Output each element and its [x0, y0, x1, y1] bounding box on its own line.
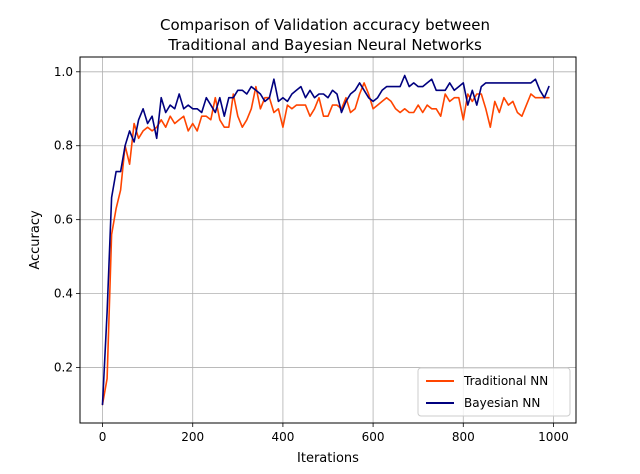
- series-line-bayesian-nn: [101, 74, 550, 406]
- y-tick-label: 0.6: [54, 213, 73, 227]
- x-tick-label: 400: [271, 430, 294, 444]
- plot-area-frame: [79, 56, 577, 424]
- axis-ticks: 0 200 400 600 800 1000 0.2 0.4 0.6 0.8 1.0: [54, 65, 569, 444]
- legend-label-traditional-nn: Traditional NN: [463, 374, 548, 388]
- grid-lines: [80, 57, 576, 423]
- y-axis-label: Accuracy: [28, 210, 43, 270]
- legend-frame: [417, 367, 571, 417]
- series-lines: [101, 74, 550, 406]
- chart-title-line-1: Comparison of Validation accuracy betwee…: [160, 16, 490, 34]
- x-tick-label: 800: [452, 430, 475, 444]
- x-axis-label: Iterations: [297, 451, 359, 466]
- y-tick-label: 0.4: [54, 287, 73, 301]
- legend: Traditional NN Bayesian NN: [417, 367, 571, 417]
- y-tick-label: 0.2: [54, 361, 73, 375]
- x-tick-label: 0: [99, 430, 107, 444]
- x-tick-label: 1000: [538, 430, 569, 444]
- chart-title-line-2: Traditional and Bayesian Neural Networks: [167, 36, 482, 54]
- legend-label-bayesian-nn: Bayesian NN: [464, 396, 540, 410]
- x-tick-label: 600: [362, 430, 385, 444]
- x-tick-label: 200: [181, 430, 204, 444]
- y-tick-label: 0.8: [54, 139, 73, 153]
- y-tick-label: 1.0: [54, 65, 73, 79]
